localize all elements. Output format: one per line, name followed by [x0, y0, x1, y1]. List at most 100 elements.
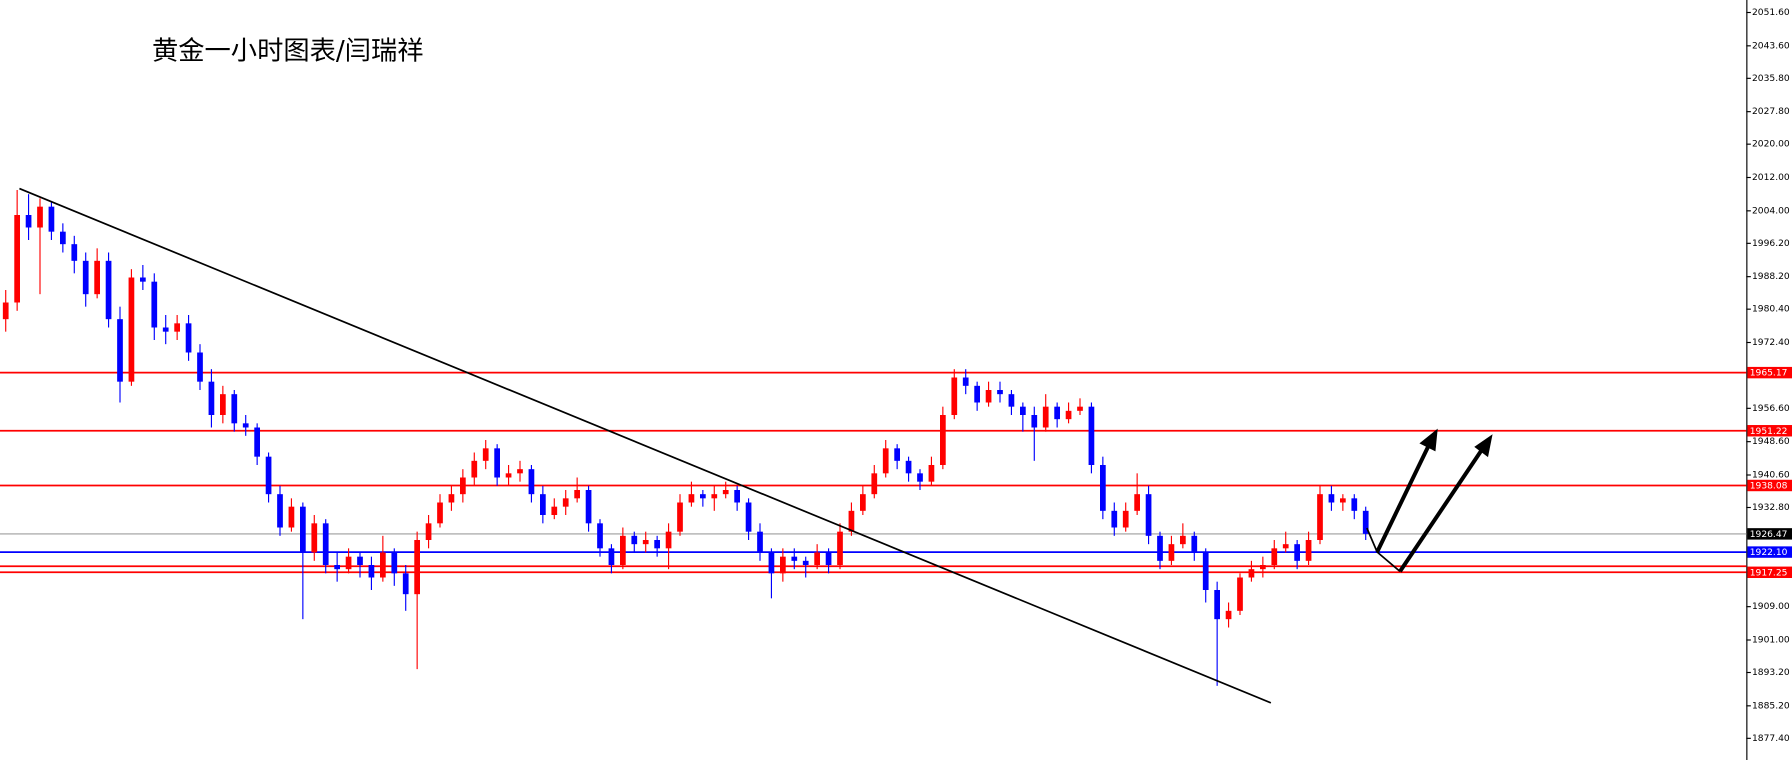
candle-body: [905, 460, 912, 474]
candle-body: [528, 469, 535, 495]
y-tick-label: 2035.80: [1752, 74, 1790, 84]
candle-body: [1020, 406, 1026, 415]
candle-body: [620, 535, 626, 565]
candle-body: [757, 531, 763, 553]
candle-body: [700, 494, 706, 499]
candle-body: [882, 448, 889, 474]
candle-body: [1168, 544, 1175, 561]
candle-body: [460, 477, 466, 495]
candle-body: [414, 540, 420, 595]
candle-body: [505, 473, 512, 478]
candle-body: [780, 556, 786, 574]
candle-body: [197, 352, 203, 382]
candle-body: [517, 469, 523, 474]
candle-body: [745, 502, 752, 532]
level-tag: [1747, 566, 1792, 579]
candle-body: [14, 215, 20, 303]
candle-body: [60, 231, 66, 245]
level-label: 1926.47: [1750, 530, 1788, 540]
candle-body: [791, 556, 798, 561]
candle-body: [1214, 590, 1220, 620]
candle-body: [357, 556, 363, 565]
arrow-shaft: [1375, 444, 1431, 553]
candle-body: [1042, 406, 1049, 428]
candle-body: [265, 456, 272, 495]
candle-body: [940, 415, 946, 465]
candle-body: [985, 390, 992, 403]
candle-body: [2, 302, 9, 320]
candle-body: [631, 535, 638, 545]
candle-body: [734, 490, 740, 503]
candle-body: [1362, 510, 1369, 534]
candle-body: [254, 427, 260, 457]
level-label: 1965.17: [1750, 369, 1788, 379]
y-tick-label: 1877.40: [1752, 734, 1790, 744]
arrow-shaft: [1398, 448, 1484, 573]
level-label: 1922.10: [1750, 548, 1788, 558]
candle-body: [540, 494, 546, 515]
candle-body: [574, 490, 580, 499]
candle-body: [848, 510, 855, 532]
candle-body: [140, 277, 146, 282]
y-tick-label: 1988.20: [1752, 272, 1790, 282]
candle-body: [48, 206, 55, 232]
candle-body: [1271, 548, 1278, 565]
candle-body: [951, 377, 958, 415]
candle-body: [448, 494, 455, 503]
candle-body: [94, 260, 100, 295]
y-tick-label: 1956.60: [1752, 404, 1790, 414]
candle-body: [871, 473, 878, 495]
candle-body: [71, 244, 78, 261]
candle-body: [1088, 406, 1095, 465]
candle-body: [1100, 465, 1106, 511]
candle-body: [334, 565, 340, 570]
y-tick-label: 2043.60: [1752, 41, 1790, 51]
candle-body: [1191, 535, 1198, 553]
candle-body: [128, 277, 135, 382]
candle-body: [242, 423, 249, 428]
candle-body: [894, 448, 900, 461]
level-label: 1938.08: [1750, 482, 1788, 492]
candle-body: [380, 552, 386, 578]
y-tick-label: 1909.00: [1752, 602, 1790, 612]
level-label: 1917.25: [1750, 568, 1788, 578]
candle-body: [1282, 544, 1289, 549]
candle-body: [208, 381, 215, 415]
candle-body: [1157, 535, 1163, 561]
candle-body: [1065, 410, 1072, 420]
candle-body: [162, 327, 169, 332]
candle-body: [300, 506, 306, 553]
level-tag: [1747, 546, 1792, 558]
y-tick-label: 1996.20: [1752, 239, 1790, 249]
y-tick-label: 1948.60: [1752, 437, 1790, 447]
candle-body: [231, 394, 238, 424]
candle-body: [82, 260, 89, 295]
candle-body: [1077, 406, 1083, 411]
candle-body: [917, 473, 923, 482]
candle-body: [677, 502, 683, 532]
level-label: 1951.22: [1750, 427, 1788, 437]
level-tag: [1747, 425, 1792, 437]
candle-body: [151, 281, 158, 328]
candle-body: [117, 319, 123, 382]
candle-body: [1031, 415, 1038, 428]
candle-body: [802, 560, 809, 565]
y-tick-label: 1885.20: [1752, 701, 1790, 711]
candle-body: [345, 556, 352, 570]
y-tick-label: 2004.00: [1752, 206, 1790, 216]
y-tick-label: 1893.20: [1752, 668, 1790, 678]
candle-body: [1145, 494, 1152, 536]
y-tick-label: 2027.80: [1752, 107, 1790, 117]
candle-body: [37, 206, 43, 228]
candle-body: [1008, 394, 1015, 407]
candle-body: [288, 506, 295, 528]
candle-body: [1111, 510, 1118, 528]
y-tick-label: 1940.60: [1752, 471, 1790, 481]
candle-body: [962, 377, 969, 386]
candle-body: [1260, 565, 1266, 570]
candle-body: [1122, 510, 1129, 528]
y-tick-label: 2020.00: [1752, 140, 1790, 150]
level-tag: [1747, 366, 1792, 379]
